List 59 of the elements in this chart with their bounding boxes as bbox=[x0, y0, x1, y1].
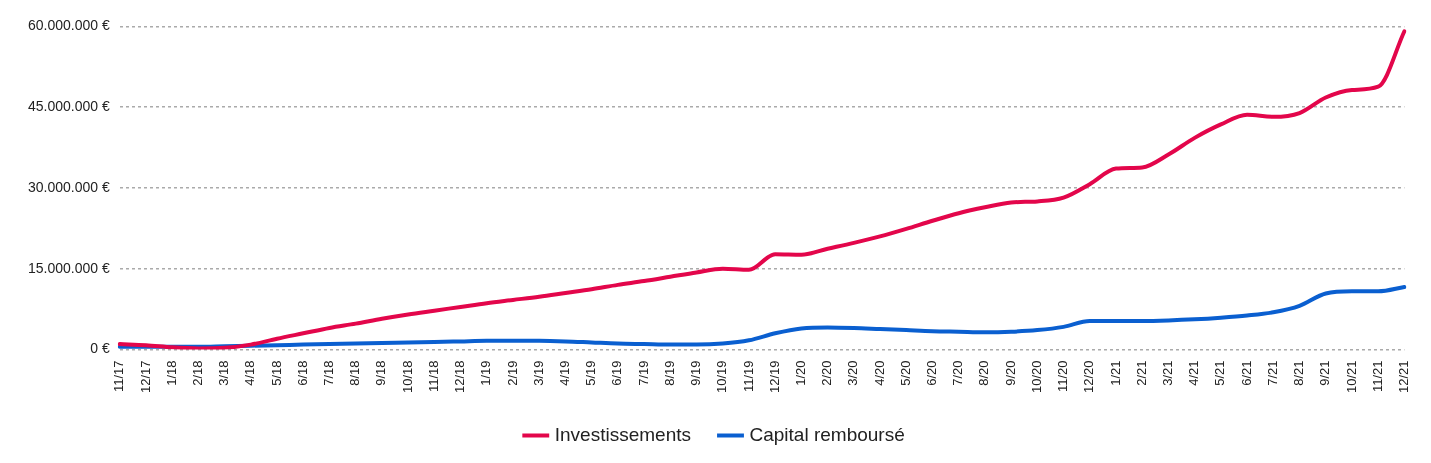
x-tick-label: 1/18 bbox=[163, 360, 179, 386]
x-tick-label: 9/21 bbox=[1317, 360, 1333, 386]
x-tick-label: 1/19 bbox=[478, 360, 494, 386]
x-tick-label: 6/20 bbox=[924, 360, 940, 386]
x-tick-label: 12/17 bbox=[137, 360, 153, 394]
x-tick-label: 8/20 bbox=[976, 360, 992, 386]
x-tick-label: 7/20 bbox=[950, 360, 966, 386]
y-tick-label: 45.000.000 € bbox=[27, 98, 110, 115]
x-tick-label: 5/19 bbox=[583, 360, 599, 386]
y-tick-label: 0 € bbox=[90, 340, 110, 357]
x-tick-label: 10/18 bbox=[399, 360, 415, 394]
x-tick-label: 7/19 bbox=[635, 360, 651, 386]
x-tick-label: 9/20 bbox=[1002, 360, 1018, 386]
x-tick-label: 12/20 bbox=[1081, 360, 1097, 394]
x-tick-label: 4/19 bbox=[557, 360, 573, 386]
x-tick-label: 2/19 bbox=[504, 360, 520, 386]
legend-label: Investissements bbox=[554, 423, 692, 445]
x-tick-label: 1/20 bbox=[792, 360, 808, 386]
legend-label: Capital remboursé bbox=[749, 423, 905, 445]
x-tick-label: 11/21 bbox=[1369, 360, 1385, 393]
x-tick-label: 10/19 bbox=[714, 360, 730, 394]
x-tick-label: 4/20 bbox=[871, 360, 887, 386]
x-tick-label: 5/20 bbox=[897, 360, 913, 386]
x-tick-label: 8/21 bbox=[1291, 360, 1307, 386]
x-tick-label: 4/18 bbox=[242, 360, 258, 386]
x-tick-label: 5/18 bbox=[268, 360, 284, 386]
x-tick-label: 2/18 bbox=[189, 360, 205, 386]
x-tick-label: 11/19 bbox=[740, 360, 756, 393]
y-tick-label: 60.000.000 € bbox=[27, 17, 110, 34]
y-tick-label: 15.000.000 € bbox=[27, 259, 110, 276]
x-tick-label: 10/20 bbox=[1028, 360, 1044, 394]
y-tick-label: 30.000.000 € bbox=[27, 178, 110, 195]
x-tick-label: 12/21 bbox=[1395, 360, 1411, 394]
x-tick-label: 3/21 bbox=[1160, 360, 1176, 386]
x-tick-label: 3/18 bbox=[216, 360, 232, 386]
x-tick-label: 5/21 bbox=[1212, 360, 1228, 386]
x-tick-label: 3/20 bbox=[845, 360, 861, 386]
x-tick-label: 12/18 bbox=[452, 360, 468, 394]
x-tick-label: 4/21 bbox=[1186, 360, 1202, 386]
line-series bbox=[117, 29, 1407, 350]
x-tick-label: 2/20 bbox=[819, 360, 835, 386]
x-tick-label: 6/18 bbox=[294, 360, 310, 386]
x-tick-label: 3/19 bbox=[530, 360, 546, 386]
x-tick-label: 11/17 bbox=[111, 360, 127, 393]
x-tick-label: 8/19 bbox=[661, 360, 677, 386]
line-series bbox=[117, 285, 1407, 349]
x-tick-label: 8/18 bbox=[347, 360, 363, 386]
x-tick-label: 1/21 bbox=[1107, 360, 1123, 386]
x-tick-label: 6/19 bbox=[609, 360, 625, 386]
x-tick-label: 10/21 bbox=[1343, 360, 1359, 394]
x-tick-label: 9/18 bbox=[373, 360, 389, 386]
x-tick-label: 2/21 bbox=[1133, 360, 1149, 386]
x-tick-label: 11/20 bbox=[1055, 360, 1071, 393]
x-tick-label: 7/18 bbox=[321, 360, 337, 386]
x-tick-label: 12/19 bbox=[766, 360, 782, 394]
x-tick-label: 11/18 bbox=[425, 360, 441, 393]
x-tick-label: 6/21 bbox=[1238, 360, 1254, 386]
x-tick-label: 9/19 bbox=[688, 360, 704, 386]
x-tick-label: 7/21 bbox=[1264, 360, 1280, 386]
